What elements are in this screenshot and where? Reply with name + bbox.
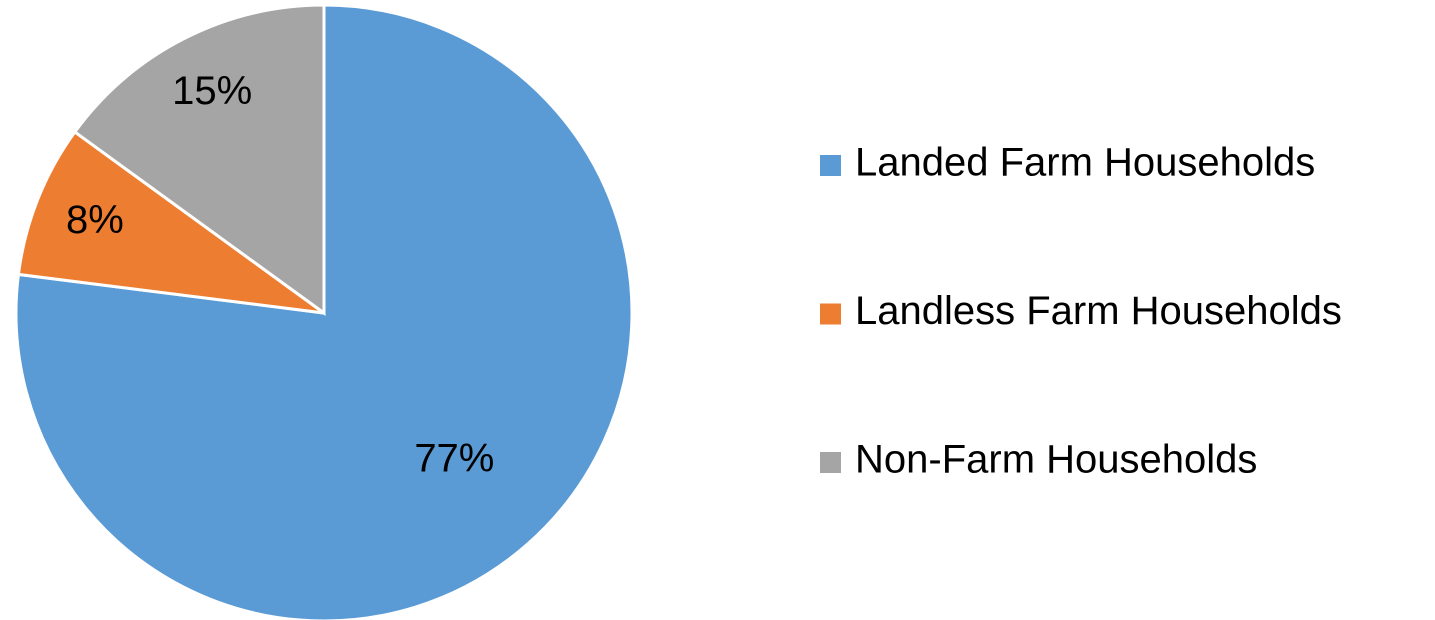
pie-slice xyxy=(16,129,325,315)
legend-swatch xyxy=(820,155,841,176)
data-label: 15% xyxy=(172,69,252,113)
legend-swatch xyxy=(820,452,841,473)
legend-label: Landed Farm Households xyxy=(855,141,1315,185)
data-label: 77% xyxy=(414,436,494,480)
legend-swatch xyxy=(820,303,841,325)
pie-slice xyxy=(72,3,326,316)
legend-label: Non-Farm Households xyxy=(855,438,1257,482)
data-label: 8% xyxy=(66,198,124,242)
legend-label: Landless Farm Households xyxy=(855,289,1342,333)
